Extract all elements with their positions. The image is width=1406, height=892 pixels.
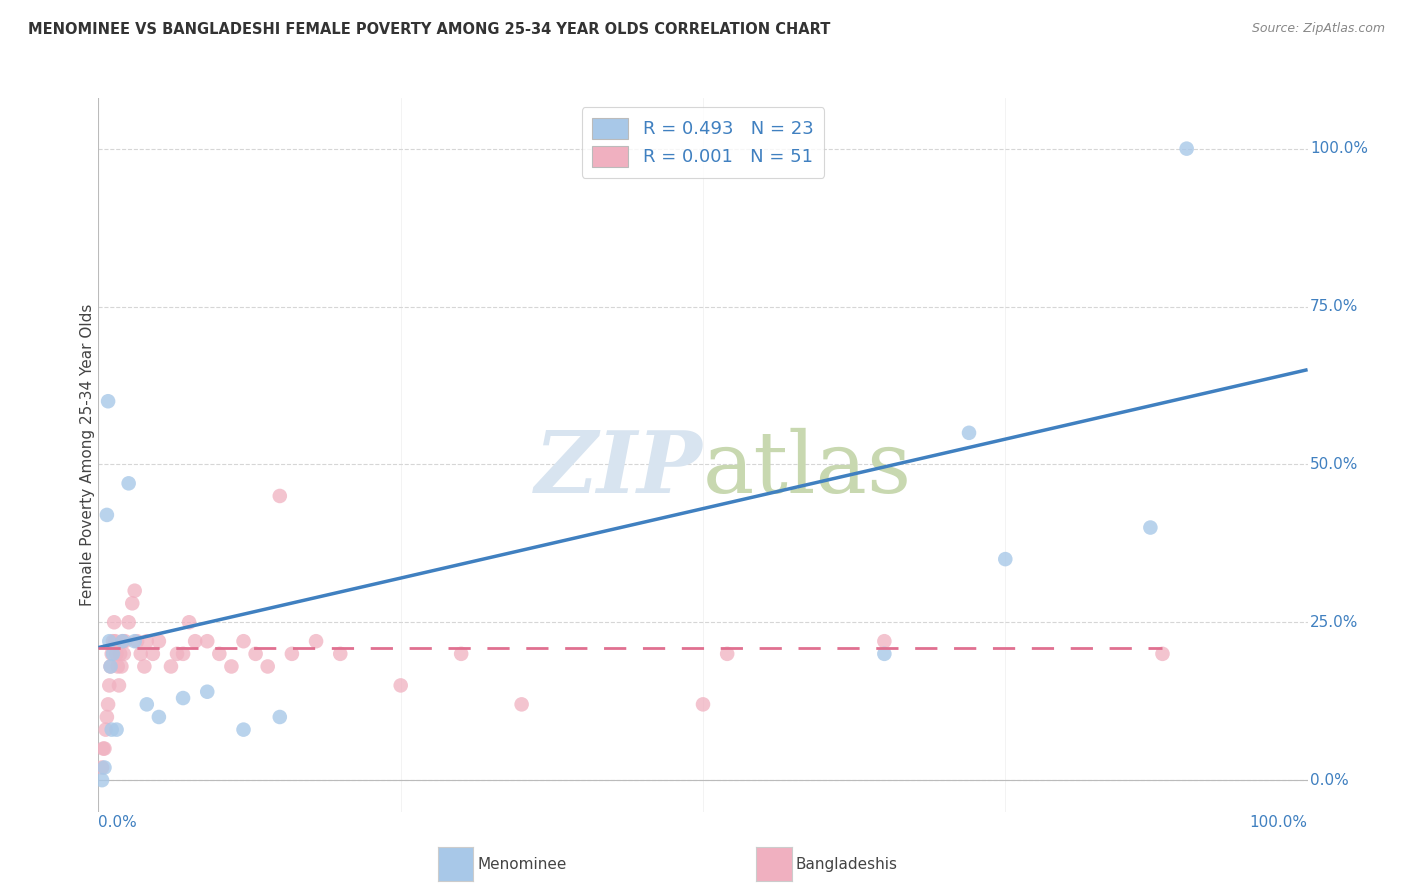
Point <box>1175 142 1198 156</box>
Point <box>134 659 156 673</box>
Point <box>142 647 165 661</box>
Text: 0.0%: 0.0% <box>1310 772 1348 788</box>
Point <box>110 659 132 673</box>
Point <box>172 647 194 661</box>
Point <box>269 710 291 724</box>
Point <box>957 425 980 440</box>
Point <box>105 647 128 661</box>
Point <box>108 678 131 692</box>
Point <box>118 476 141 491</box>
Point <box>118 615 141 630</box>
Text: atlas: atlas <box>703 427 912 511</box>
Text: 100.0%: 100.0% <box>1250 815 1308 830</box>
Point <box>100 659 122 673</box>
Point <box>100 659 122 673</box>
Point <box>105 723 128 737</box>
Point <box>221 659 243 673</box>
Text: ZIP: ZIP <box>536 427 703 511</box>
Point <box>107 659 129 673</box>
Point <box>93 760 115 774</box>
Point <box>103 615 125 630</box>
Point <box>716 647 738 661</box>
Legend: R = 0.493   N = 23, R = 0.001   N = 51: R = 0.493 N = 23, R = 0.001 N = 51 <box>582 107 824 178</box>
Point <box>104 634 127 648</box>
Point <box>177 615 201 630</box>
Text: 0.0%: 0.0% <box>98 815 138 830</box>
Point <box>195 684 218 698</box>
Point <box>1152 647 1174 661</box>
Point <box>96 508 118 522</box>
Point <box>101 634 124 648</box>
Point <box>692 698 714 712</box>
Point <box>100 723 122 737</box>
Point <box>97 698 120 712</box>
Point <box>94 723 117 737</box>
Point <box>135 634 157 648</box>
Text: MENOMINEE VS BANGLADESHI FEMALE POVERTY AMONG 25-34 YEAR OLDS CORRELATION CHART: MENOMINEE VS BANGLADESHI FEMALE POVERTY … <box>28 22 831 37</box>
Point <box>510 698 533 712</box>
Point <box>97 394 120 409</box>
Point <box>96 710 118 724</box>
Point <box>121 596 143 610</box>
Point <box>124 583 146 598</box>
Point <box>114 634 136 648</box>
Point <box>994 552 1017 566</box>
Point <box>111 634 134 648</box>
Point <box>91 741 114 756</box>
Point <box>232 723 254 737</box>
Point <box>101 647 124 661</box>
Point <box>108 647 131 661</box>
Text: Menominee: Menominee <box>478 857 567 871</box>
Point <box>111 634 134 648</box>
Point <box>1139 520 1161 534</box>
Point <box>160 659 183 673</box>
Point <box>873 647 896 661</box>
Point <box>100 647 122 661</box>
Text: 25.0%: 25.0% <box>1310 615 1358 630</box>
Point <box>184 634 207 648</box>
Point <box>256 659 278 673</box>
Point <box>91 773 114 788</box>
Point <box>112 647 135 661</box>
Text: Source: ZipAtlas.com: Source: ZipAtlas.com <box>1251 22 1385 36</box>
Point <box>93 741 115 756</box>
Point <box>124 634 146 648</box>
Point <box>148 634 170 648</box>
Y-axis label: Female Poverty Among 25-34 Year Olds: Female Poverty Among 25-34 Year Olds <box>80 304 94 606</box>
Text: 75.0%: 75.0% <box>1310 299 1358 314</box>
Text: Bangladeshis: Bangladeshis <box>796 857 898 871</box>
Point <box>98 634 121 648</box>
Point <box>329 647 352 661</box>
Point <box>208 647 231 661</box>
Point <box>389 678 412 692</box>
Point <box>450 647 472 661</box>
Point <box>232 634 254 648</box>
Point <box>148 710 170 724</box>
Point <box>281 647 304 661</box>
Point <box>129 647 152 661</box>
Point <box>269 489 291 503</box>
Point <box>195 634 218 648</box>
Point <box>91 760 114 774</box>
Point <box>98 678 121 692</box>
Point <box>245 647 267 661</box>
Point <box>166 647 188 661</box>
Point <box>127 634 149 648</box>
Point <box>305 634 328 648</box>
Point <box>172 691 194 706</box>
Text: 100.0%: 100.0% <box>1310 141 1368 156</box>
Point <box>873 634 896 648</box>
Point <box>135 698 157 712</box>
Text: 50.0%: 50.0% <box>1310 457 1358 472</box>
